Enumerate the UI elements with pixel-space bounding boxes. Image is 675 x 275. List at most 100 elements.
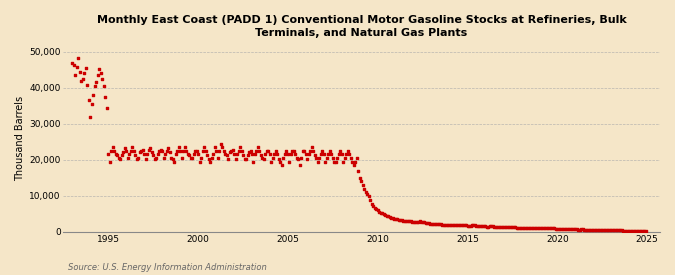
Point (149, 157, 160, 161)
Point (621, 229, 632, 233)
Point (109, 148, 119, 153)
Point (138, 147, 148, 152)
Point (338, 159, 349, 164)
Point (504, 225, 515, 229)
Point (399, 219, 410, 223)
Point (634, 229, 645, 233)
Point (166, 156, 177, 160)
Point (319, 152, 329, 156)
Point (346, 156, 356, 160)
Point (240, 157, 251, 161)
Point (278, 156, 289, 160)
Point (244, 150, 254, 154)
Point (491, 224, 502, 229)
Point (329, 159, 340, 164)
Point (389, 217, 400, 221)
Point (205, 159, 215, 164)
Point (304, 152, 315, 156)
Point (396, 218, 407, 222)
Point (217, 145, 227, 149)
Point (211, 148, 221, 153)
Point (300, 152, 311, 156)
Point (528, 226, 539, 230)
Point (76, 79, 87, 83)
Point (91, 80, 102, 84)
Point (335, 148, 346, 153)
Point (315, 152, 326, 156)
Point (619, 229, 630, 233)
Point (92, 73, 103, 77)
Point (194, 159, 205, 164)
Point (163, 146, 173, 150)
Point (465, 223, 476, 228)
Point (443, 223, 454, 227)
Point (352, 156, 362, 160)
Point (626, 229, 637, 233)
Point (468, 223, 479, 227)
Point (182, 152, 193, 156)
Point (414, 219, 425, 224)
Point (386, 216, 397, 220)
Point (567, 227, 578, 232)
Point (384, 215, 395, 219)
Point (327, 156, 338, 160)
Point (416, 219, 427, 224)
Point (407, 219, 418, 224)
Point (485, 224, 495, 229)
Point (539, 226, 549, 230)
Point (417, 220, 428, 224)
Point (556, 227, 567, 231)
Point (170, 152, 181, 156)
Point (124, 152, 135, 156)
Point (476, 224, 487, 228)
Point (558, 226, 568, 231)
Point (535, 226, 546, 230)
Point (421, 221, 431, 225)
Point (501, 225, 512, 229)
Point (341, 152, 352, 156)
Point (259, 157, 269, 161)
Point (225, 148, 236, 153)
Point (450, 222, 461, 227)
Point (154, 148, 165, 153)
Point (595, 228, 606, 232)
Point (438, 222, 449, 227)
Point (452, 222, 462, 227)
Point (540, 226, 551, 230)
Point (470, 223, 481, 228)
Point (529, 226, 540, 230)
Point (116, 153, 127, 158)
Point (67, 60, 78, 65)
Point (411, 220, 422, 224)
Point (143, 147, 154, 152)
Point (354, 175, 365, 180)
Point (245, 148, 256, 153)
Point (615, 228, 626, 233)
Point (390, 217, 401, 221)
Point (286, 152, 296, 156)
Point (292, 156, 302, 160)
Point (518, 226, 529, 230)
Point (474, 224, 485, 228)
Point (582, 228, 593, 232)
Point (472, 223, 483, 228)
Point (525, 226, 536, 230)
Point (178, 148, 188, 153)
Point (332, 156, 343, 160)
Point (514, 226, 525, 230)
Point (239, 157, 250, 161)
Point (198, 145, 209, 149)
Point (360, 190, 371, 194)
Point (320, 159, 331, 164)
Point (267, 156, 278, 160)
Point (294, 163, 305, 167)
Point (153, 152, 163, 156)
Point (122, 156, 133, 160)
Point (283, 152, 294, 156)
Point (325, 148, 335, 153)
Point (458, 223, 468, 227)
Point (134, 150, 145, 154)
Point (97, 76, 108, 81)
Point (288, 148, 299, 153)
Point (251, 148, 262, 153)
